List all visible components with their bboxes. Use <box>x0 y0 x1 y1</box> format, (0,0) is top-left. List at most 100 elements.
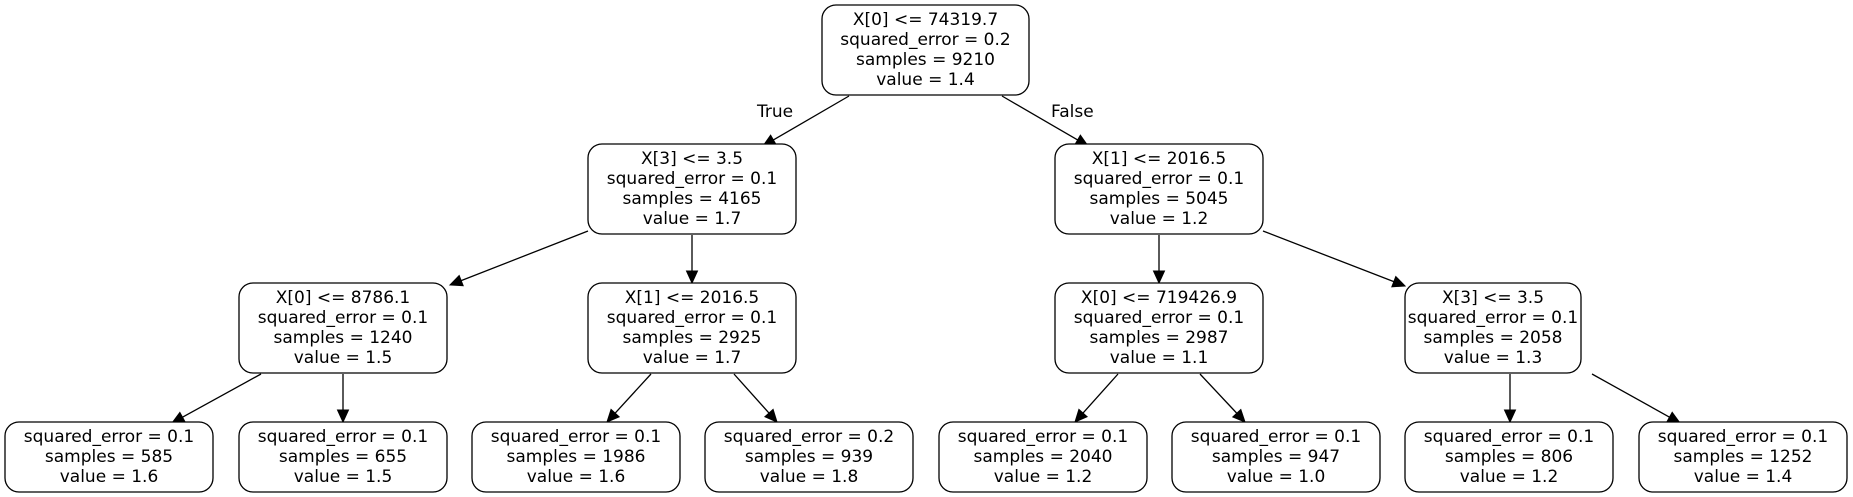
edge-n3-n7 <box>170 373 262 424</box>
node-line: value = 1.3 <box>1444 348 1543 368</box>
node-box <box>704 421 914 493</box>
node-line: value = 1.5 <box>294 467 393 487</box>
node-box <box>238 282 448 374</box>
node-box <box>1054 143 1264 235</box>
node-line: value = 1.2 <box>1110 209 1209 229</box>
edge-line <box>1082 373 1119 414</box>
arrowhead-icon <box>336 409 350 424</box>
arrowhead-icon <box>1503 409 1517 424</box>
edge-line <box>733 373 770 414</box>
node-line: X[0] <= 8786.1 <box>276 288 411 308</box>
node-line: squared_error = 0.2 <box>724 427 894 447</box>
node-line: X[3] <= 3.5 <box>641 149 743 169</box>
edge-n1-n3 <box>448 230 589 287</box>
node-line: value = 1.8 <box>760 467 859 487</box>
node-line: value = 1.4 <box>1694 467 1793 487</box>
arrowhead-icon <box>1391 275 1407 288</box>
node-line: samples = 585 <box>45 447 173 467</box>
arrowhead-icon <box>1074 408 1089 423</box>
edge-n5-n12 <box>1199 373 1246 423</box>
node-box <box>587 282 797 374</box>
edge-n2-n5 <box>1152 235 1166 285</box>
node-line: value = 1.5 <box>294 348 393 368</box>
node-box <box>471 421 681 493</box>
node-line: value = 1.4 <box>876 70 975 90</box>
node-line: squared_error = 0.1 <box>1074 169 1244 189</box>
node-line: squared_error = 0.1 <box>607 169 777 189</box>
node-box <box>1054 282 1264 374</box>
node-line: squared_error = 0.1 <box>1191 427 1361 447</box>
node-line: samples = 2040 <box>974 447 1113 467</box>
edge-line <box>182 373 262 418</box>
node-line: samples = 1986 <box>507 447 646 467</box>
edge-n2-n6 <box>1262 230 1407 288</box>
arrowhead-icon <box>606 408 621 423</box>
node-box <box>1404 421 1614 493</box>
edge-line <box>1262 230 1395 283</box>
node-line: samples = 806 <box>1445 447 1573 467</box>
edge-n6-n14 <box>1591 373 1682 424</box>
node-line: samples = 947 <box>1212 447 1340 467</box>
node-line: squared_error = 0.1 <box>1424 427 1594 447</box>
node-line: samples = 1252 <box>1674 447 1813 467</box>
node-line: squared_error = 0.1 <box>1658 427 1828 447</box>
arrowhead-icon <box>1231 408 1246 423</box>
node-line: squared_error = 0.1 <box>258 427 428 447</box>
node-line: samples = 2058 <box>1424 328 1563 348</box>
node-line: squared_error = 0.1 <box>491 427 661 447</box>
node-line: X[3] <= 3.5 <box>1442 288 1544 308</box>
node-line: samples = 1240 <box>274 328 413 348</box>
node-line: value = 1.6 <box>527 467 626 487</box>
edge-n3-n8 <box>336 374 350 424</box>
node-line: squared_error = 0.1 <box>1408 308 1578 328</box>
edge-line <box>773 95 850 141</box>
node-line: X[1] <= 2016.5 <box>1092 149 1227 169</box>
node-box <box>587 143 797 235</box>
node-line: value = 1.2 <box>994 467 1093 487</box>
node-line: samples = 939 <box>745 447 873 467</box>
node-box <box>238 421 448 493</box>
edges-layer: True False <box>170 95 1682 424</box>
edge-n5-n11 <box>1074 373 1119 423</box>
edge-n4-n10 <box>733 373 778 423</box>
node-line: samples = 4165 <box>623 189 762 209</box>
node-line: X[0] <= 719426.9 <box>1081 288 1237 308</box>
edge-n6-n13 <box>1503 374 1517 424</box>
edge-line <box>1591 373 1670 418</box>
node-line: samples = 9210 <box>856 50 995 70</box>
arrowhead-icon <box>763 408 778 423</box>
edge-n4-n9 <box>606 373 652 423</box>
node-line: value = 1.7 <box>643 348 742 368</box>
edge-line <box>460 230 589 282</box>
node-line: value = 1.6 <box>60 467 159 487</box>
edge-n1-n4 <box>685 235 699 285</box>
node-line: squared_error = 0.1 <box>24 427 194 447</box>
edge-label-false: False <box>1051 102 1094 122</box>
node-line: value = 1.2 <box>1460 467 1559 487</box>
arrowhead-icon <box>685 270 699 285</box>
node-line: samples = 655 <box>279 447 407 467</box>
node-line: X[0] <= 74319.7 <box>853 10 998 30</box>
arrowhead-icon <box>1152 270 1166 285</box>
node-box <box>1638 421 1848 493</box>
node-line: samples = 2987 <box>1090 328 1229 348</box>
node-line: samples = 2925 <box>623 328 762 348</box>
arrowhead-icon <box>448 274 464 287</box>
edge-n0-n2: False <box>1001 95 1094 147</box>
node-box <box>4 421 214 493</box>
node-box <box>821 4 1030 96</box>
